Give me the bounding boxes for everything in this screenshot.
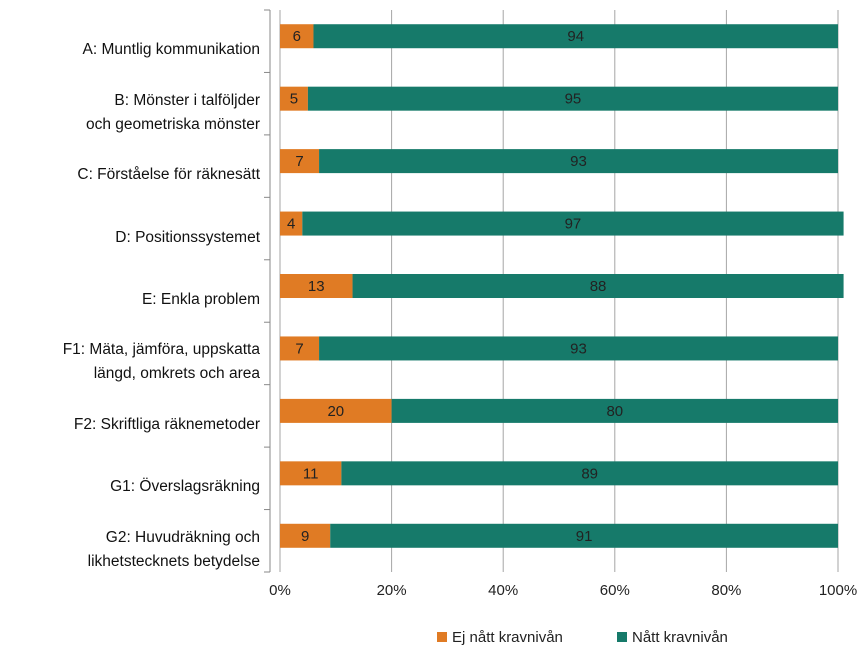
bar-segment (319, 336, 838, 361)
data-label: 13 (308, 278, 325, 295)
category-label: B: Mönster i talföljder och geometriska … (85, 91, 260, 133)
x-tick-label: 80% (711, 582, 741, 599)
bar-segment (302, 211, 844, 236)
category-label: F2: Skriftliga räknemetoder (73, 415, 260, 433)
bar-segment (391, 398, 838, 423)
data-label: 80 (606, 403, 623, 420)
category-label: A: Muntlig kommunikation (82, 41, 260, 59)
x-tick-label: 60% (600, 582, 630, 599)
data-label: 11 (303, 465, 319, 482)
bar-segment (307, 86, 838, 111)
bar-segment (341, 461, 838, 486)
data-label: 93 (570, 153, 587, 170)
bar-segment (280, 24, 314, 49)
category-label: G2: Huvudräkning och likhetstecknets bet… (87, 528, 260, 570)
data-label: 88 (590, 278, 607, 295)
bar-segment (280, 274, 353, 299)
x-tick-label: 20% (377, 582, 407, 599)
data-label: 89 (581, 465, 598, 482)
x-tick-label: 40% (488, 582, 518, 599)
bar-segment (319, 149, 838, 174)
category-label: F1: Mäta, jämföra, uppskatta längd, omkr… (62, 341, 260, 383)
bar-segment (280, 336, 320, 361)
data-label: 7 (295, 340, 303, 357)
category-label: G1: Överslagsräkning (110, 478, 260, 496)
x-tick-label: 0% (269, 582, 291, 599)
legend-label: Nått kravnivån (632, 629, 728, 646)
legend-label: Ej nått kravnivån (452, 629, 563, 646)
data-label: 7 (295, 153, 303, 170)
bar-segment (330, 523, 838, 548)
bar-segment (313, 24, 839, 49)
bar-segment (280, 86, 308, 111)
data-label: 9 (301, 528, 309, 545)
x-tick-label: 100% (819, 582, 857, 599)
bar-segment (280, 211, 303, 236)
category-label: D: Positionssystemet (115, 228, 260, 246)
data-label: 4 (287, 216, 295, 233)
bar-segment (280, 523, 331, 548)
category-label: C: Förståelse för räknesätt (77, 166, 260, 184)
data-label: 5 (290, 91, 298, 108)
data-label: 6 (293, 28, 301, 45)
data-label: 91 (576, 528, 593, 545)
data-label: 94 (567, 28, 584, 45)
data-label: 20 (327, 403, 344, 420)
category-label: E: Enkla problem (141, 291, 260, 308)
bar-segment (280, 398, 392, 423)
bar-segment (280, 149, 320, 174)
data-label: 97 (565, 216, 582, 233)
legend-swatch (617, 632, 627, 642)
data-label: 93 (570, 340, 587, 357)
bar-segment (280, 461, 342, 486)
data-label: 95 (565, 91, 582, 108)
legend-swatch (437, 632, 447, 642)
bar-segment (352, 274, 844, 299)
